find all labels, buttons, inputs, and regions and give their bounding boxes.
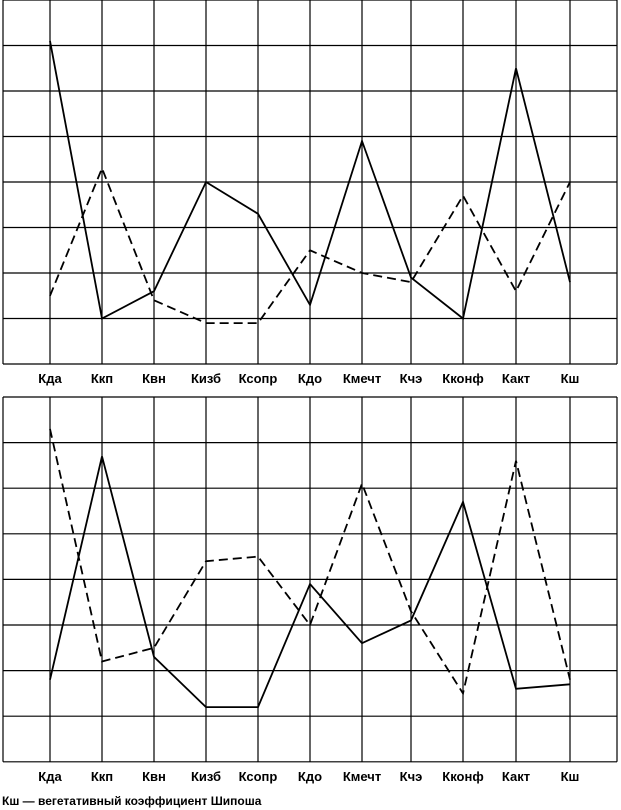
chart-2-tick-2: Квн	[142, 769, 166, 784]
chart-2-tick-8: Кконф	[442, 769, 483, 784]
chart-1-tick-9: Какт	[502, 371, 530, 386]
footnote: Кш — вегетативный коэффициент Шипоша	[2, 794, 262, 808]
chart-2-tick-1: Ккп	[91, 769, 113, 784]
chart-2-tick-0: Кда	[38, 769, 62, 784]
chart-1-tick-7: Кчэ	[400, 371, 423, 386]
chart-2-series-dashed-line	[49, 428, 571, 696]
chart-2-series-solid-line	[49, 456, 571, 708]
chart-1-series-dashed-line	[49, 165, 571, 325]
chart-1-tick-5: Кдо	[298, 371, 322, 386]
chart-2-tick-10: Кш	[561, 769, 580, 784]
chart-1-tick-10: Кш	[561, 371, 580, 386]
chart-1-tick-3: Кизб	[191, 371, 221, 386]
chart-2-tick-5: Кдо	[298, 769, 322, 784]
chart-2-tick-4: Ксопр	[239, 769, 278, 784]
chart-1-tick-0: Кда	[38, 371, 62, 386]
chart-1-tick-8: Кконф	[442, 371, 483, 386]
chart-1-tick-1: Ккп	[91, 371, 113, 386]
charts-canvas: Кда Ккп Квн Кизб Ксопр Кдо Кмечт Кчэ Кконф Какт Кш…	[2, 0, 618, 784]
chart-1-tick-4: Ксопр	[239, 371, 278, 386]
chart-2-tick-9: Какт	[502, 769, 530, 784]
chart-1-series-solid-line	[49, 40, 571, 321]
chart-2-tick-3: Кизб	[191, 769, 221, 784]
chart-1-tick-2: Квн	[142, 371, 166, 386]
chart-2-tick-6: Кмечт	[343, 769, 381, 784]
chart-1-tick-6: Кмечт	[343, 371, 381, 386]
chart-2-tick-7: Кчэ	[400, 769, 423, 784]
